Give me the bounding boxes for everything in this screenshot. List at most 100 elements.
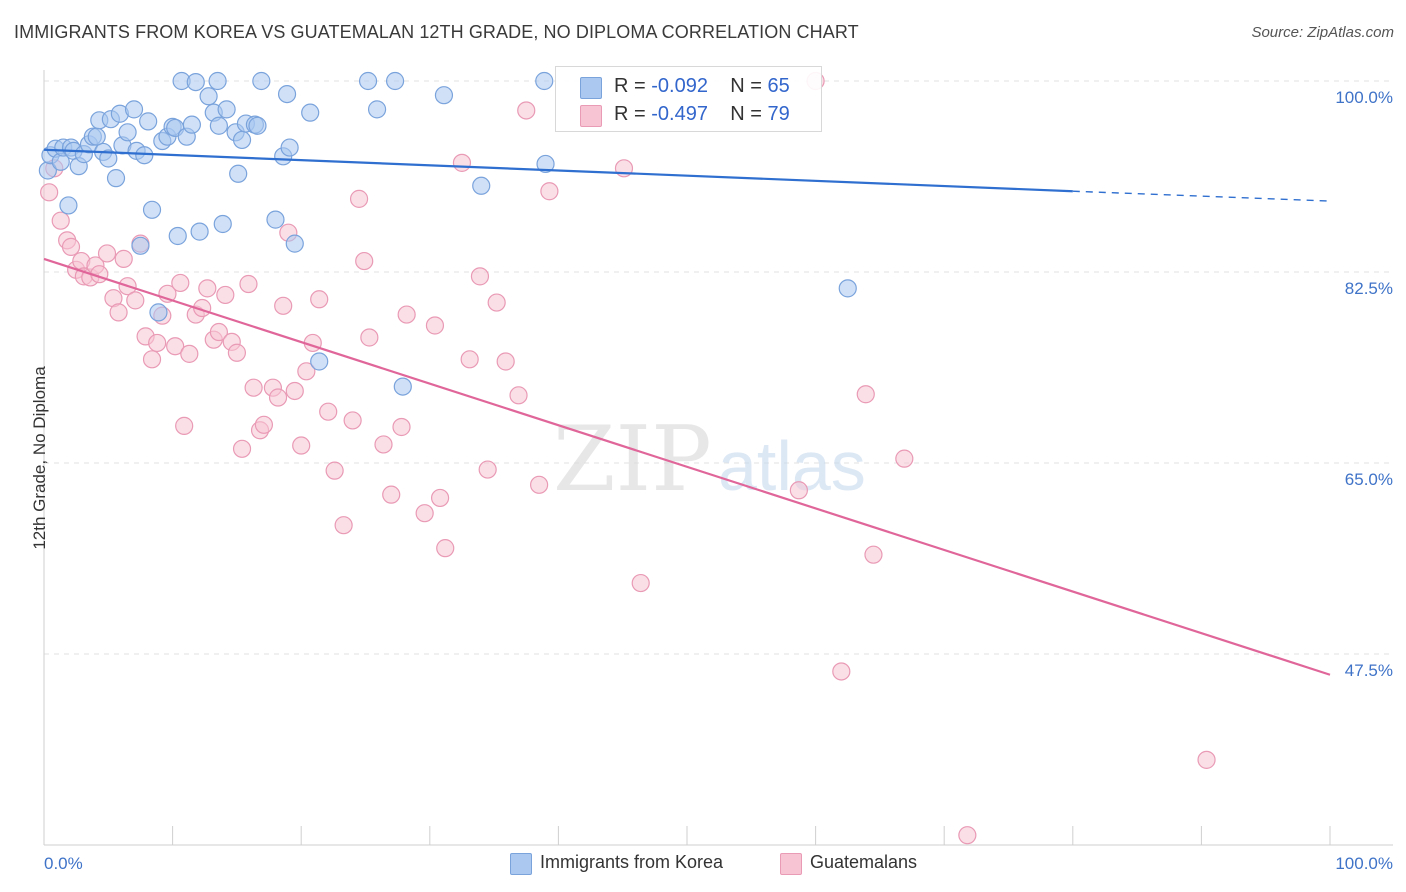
korea-swatch — [580, 77, 602, 99]
korea-point-62 — [434, 86, 454, 105]
korea-point-12 — [87, 127, 106, 146]
correlation-legend: R = -0.092 N = 65 R = -0.497 N = 79 — [555, 66, 822, 132]
guatemalan-point-59 — [397, 305, 416, 324]
guatemalan-point-52 — [343, 411, 362, 430]
korea-point-17 — [106, 169, 126, 188]
korea-points — [38, 71, 857, 396]
guatemalan-point-2 — [51, 211, 70, 230]
guatemalan-point-61 — [425, 316, 445, 335]
guatemalan-point-23 — [166, 337, 185, 356]
korea-point-58 — [358, 71, 378, 91]
guatemalan-n-label: N = — [730, 103, 768, 125]
guatemalan-point-65 — [460, 350, 479, 369]
korea-point-25 — [139, 112, 158, 131]
guatemalan-point-64 — [452, 153, 472, 172]
bottom-guatemalan-swatch — [780, 853, 802, 875]
watermark-zip: ZIP — [553, 407, 712, 512]
korea-point-36 — [186, 72, 205, 92]
watermark: ZIP atlas — [553, 407, 866, 512]
korea-point-23 — [131, 236, 150, 255]
guatemalan-point-63 — [436, 539, 455, 558]
guatemalan-point-4 — [61, 237, 81, 256]
guatemalan-point-0 — [40, 183, 59, 202]
guatemalan-point-37 — [244, 378, 263, 397]
korea-point-43 — [217, 100, 236, 119]
guatemalan-swatch — [580, 105, 602, 127]
y-axis-label: 12th Grade, No Diploma — [30, 366, 49, 550]
korea-point-61 — [393, 377, 412, 396]
korea-point-57 — [310, 352, 329, 371]
y-tick-label-0: 47.5% — [1345, 661, 1393, 680]
korea-point-53 — [277, 84, 297, 104]
guatemalan-point-39 — [254, 415, 274, 434]
guatemalan-point-41 — [268, 388, 288, 407]
korea-point-56 — [301, 103, 320, 122]
bottom-korea-label: Immigrants from Korea — [540, 852, 724, 872]
korea-point-35 — [182, 115, 201, 134]
axes — [43, 70, 1393, 846]
guatemalan-point-56 — [374, 435, 393, 454]
guatemalan-point-82 — [958, 826, 977, 845]
guatemalan-point-19 — [142, 350, 162, 369]
x-tick-label-1: 100.0% — [1335, 854, 1393, 873]
guatemalan-n-value: 79 — [767, 103, 790, 125]
korea-point-60 — [385, 71, 405, 91]
chart-title: IMMIGRANTS FROM KOREA VS GUATEMALAN 12TH… — [14, 22, 859, 42]
guatemalan-point-75 — [631, 573, 650, 593]
korea-trend-line — [43, 148, 1073, 193]
korea-trend-extension — [1072, 190, 1331, 202]
source-credit: Source: ZipAtlas.com — [1251, 24, 1394, 41]
korea-point-24 — [135, 146, 154, 165]
guatemalan-point-67 — [478, 460, 497, 479]
guatemalan-point-26 — [180, 344, 199, 363]
y-tick-label-3: 100.0% — [1335, 88, 1393, 107]
korea-point-45 — [229, 164, 248, 183]
y-tick-label-1: 65.0% — [1345, 470, 1393, 489]
korea-point-26 — [142, 200, 162, 219]
guatemalan-point-69 — [496, 352, 515, 371]
guatemalan-point-13 — [109, 303, 128, 322]
guatemalan-point-80 — [864, 545, 883, 564]
guatemalan-point-78 — [832, 662, 851, 681]
y-tick-label-2: 82.5% — [1345, 279, 1393, 298]
guatemalan-point-62 — [430, 488, 450, 508]
guatemalan-point-83 — [1197, 750, 1216, 769]
guatemalan-point-66 — [470, 267, 490, 286]
korea-n-label: N = — [730, 75, 768, 97]
korea-r-label: R = — [614, 75, 652, 97]
guatemalan-point-81 — [895, 449, 914, 468]
guatemalan-point-34 — [227, 343, 246, 362]
guatemalan-point-72 — [530, 475, 549, 494]
korea-point-59 — [367, 100, 387, 119]
korea-point-38 — [199, 87, 218, 106]
korea-point-49 — [248, 116, 267, 135]
guatemalan-point-60 — [415, 504, 434, 523]
guatemalan-point-58 — [392, 417, 411, 437]
guatemalan-point-45 — [292, 436, 311, 455]
guatemalan-point-68 — [487, 293, 506, 312]
guatemalan-point-79 — [856, 385, 875, 404]
guatemalan-point-11 — [97, 244, 117, 263]
guatemalan-point-73 — [540, 182, 559, 201]
guatemalan-point-32 — [216, 285, 235, 305]
guatemalan-point-48 — [310, 290, 329, 309]
korea-point-50 — [252, 71, 271, 91]
bottom-guatemalan-label: Guatemalans — [810, 852, 918, 872]
guatemalan-point-49 — [319, 402, 338, 421]
guatemalan-point-50 — [325, 461, 344, 480]
gridlines — [44, 80, 1393, 655]
guatemalan-trend-line — [43, 257, 1331, 676]
bottom-korea-swatch — [510, 853, 532, 875]
trend-lines — [43, 148, 1331, 676]
guatemalan-point-70 — [509, 386, 528, 405]
guatemalan-point-42 — [274, 296, 293, 315]
korea-point-66 — [838, 279, 857, 298]
guatemalan-point-71 — [517, 101, 536, 120]
guatemalan-point-31 — [209, 322, 228, 342]
korea-point-5 — [59, 196, 78, 215]
guatemalan-point-76 — [789, 481, 808, 500]
guatemalan-point-29 — [198, 279, 217, 298]
guatemalan-point-54 — [355, 251, 374, 271]
korea-point-20 — [118, 123, 137, 142]
